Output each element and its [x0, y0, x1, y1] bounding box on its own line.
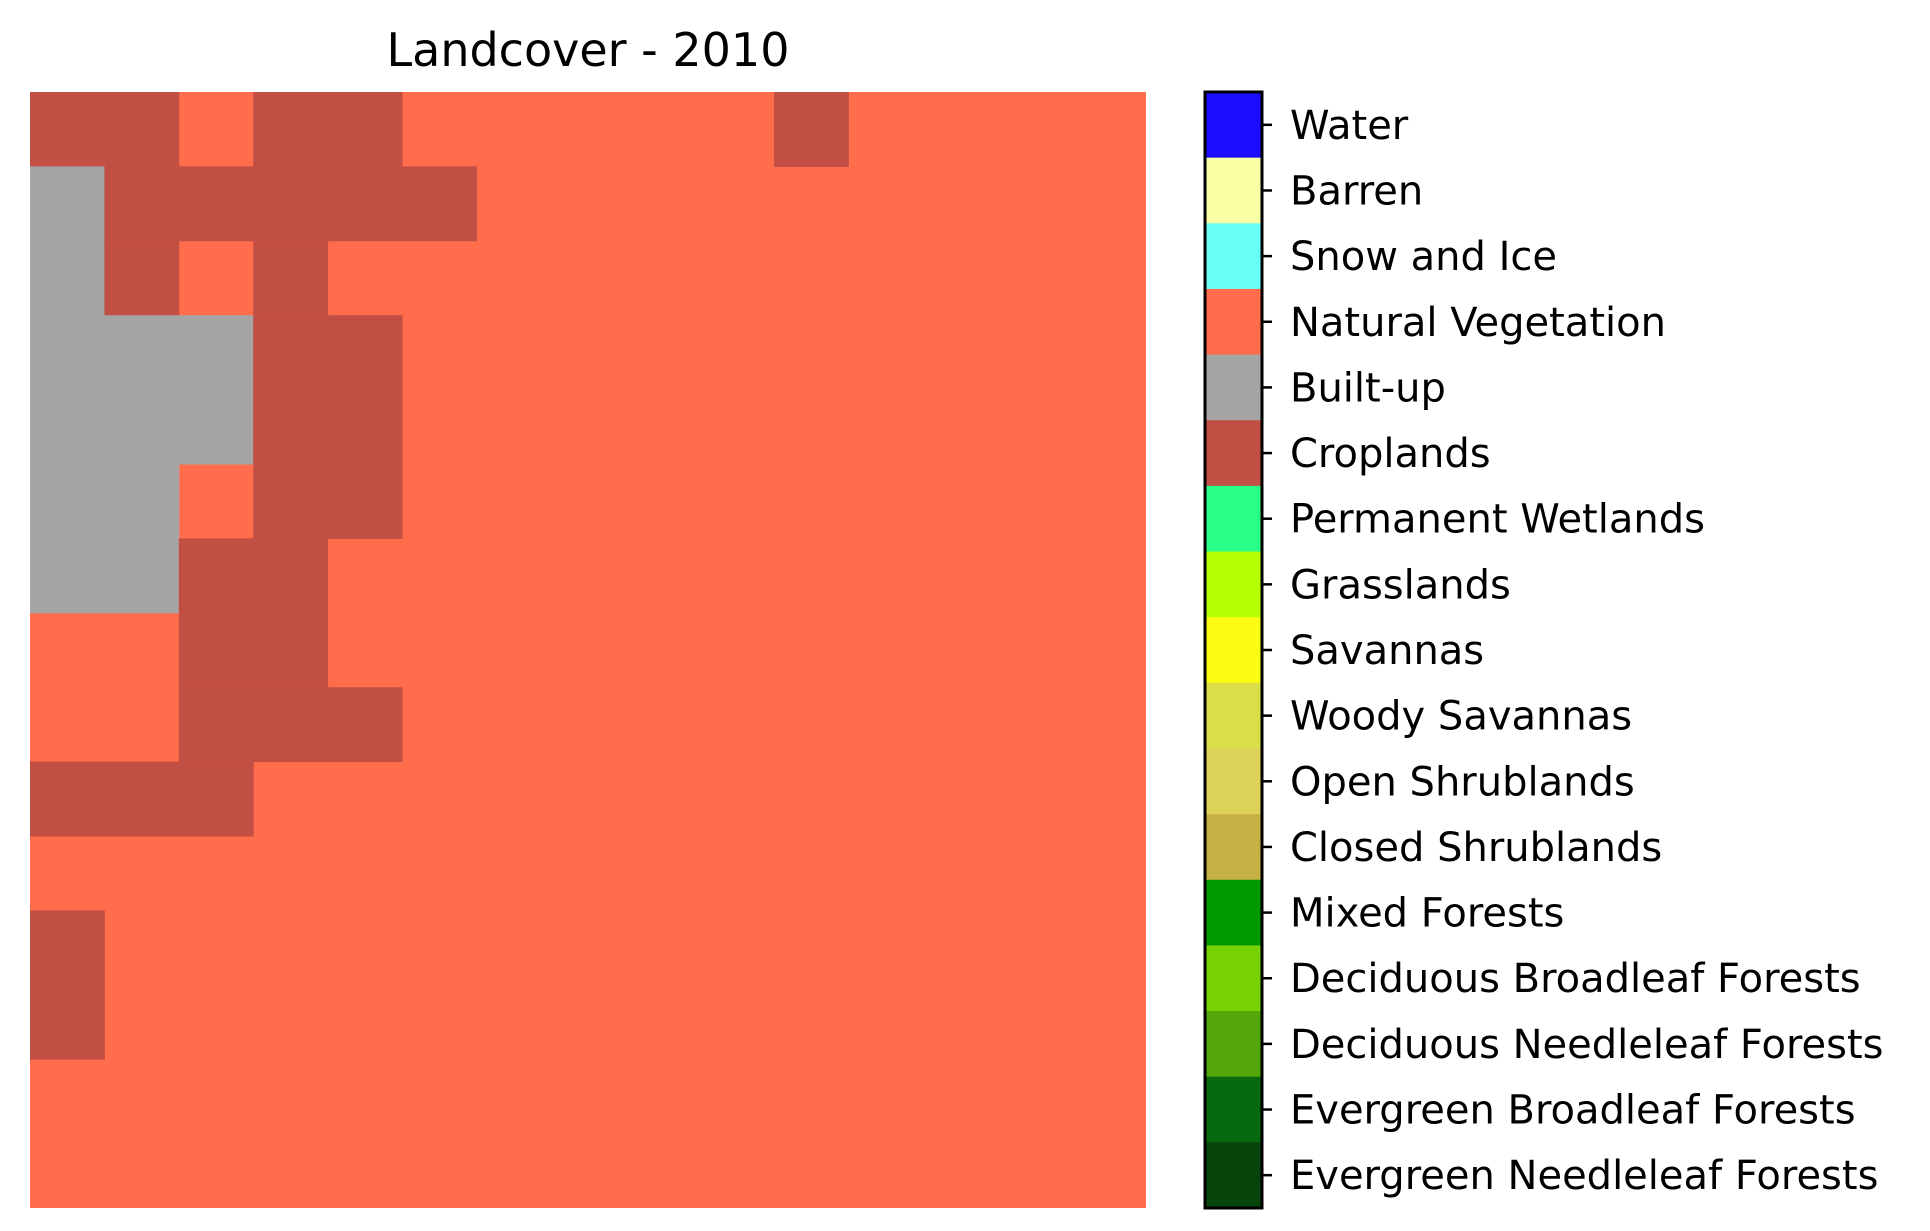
map-cell-built-up-3 — [30, 166, 105, 316]
colorbar-swatch-croplands — [1205, 420, 1262, 487]
colorbar-label-deciduous-needleleaf-forests: Deciduous Needleleaf Forests — [1290, 1022, 1884, 1068]
colorbar-ticks — [1262, 123, 1272, 1177]
map-cell-croplands-14 — [30, 910, 105, 1060]
colorbar-swatch-mixed-forests — [1205, 879, 1262, 946]
colorbar-label-woody-savannas: Woody Savannas — [1290, 694, 1632, 740]
map-cell-croplands-8 — [253, 315, 403, 465]
colorbar-label-water: Water — [1290, 103, 1409, 149]
colorbar-swatch-closed-shrublands — [1205, 814, 1262, 881]
map-cell-croplands-4 — [104, 166, 477, 242]
colorbar-label-snow-and-ice: Snow and Ice — [1290, 234, 1557, 280]
colorbar-label-evergreen-needleleaf-forests: Evergreen Needleleaf Forests — [1290, 1153, 1878, 1199]
colorbar-label-savannas: Savannas — [1290, 628, 1484, 674]
map-cell-built-up-9 — [30, 464, 180, 614]
colorbar-swatch-open-shrublands — [1205, 748, 1262, 815]
colorbar-swatch-natural-vegetation — [1205, 288, 1262, 356]
colorbar-swatch-snow-and-ice — [1205, 223, 1262, 290]
map-cell-croplands-6 — [253, 240, 329, 316]
colorbar-swatch-evergreen-broadleaf-forests — [1205, 1076, 1262, 1143]
map-cell-croplands-1 — [253, 92, 403, 167]
map-cell-croplands-0 — [30, 92, 180, 167]
colorbar-swatch-savannas — [1205, 617, 1262, 684]
colorbar-label-deciduous-broadleaf-forests: Deciduous Broadleaf Forests — [1290, 956, 1861, 1002]
colorbar-swatch-permanent-wetlands — [1205, 485, 1262, 553]
colorbar-label-open-shrublands: Open Shrublands — [1290, 759, 1635, 805]
colorbar-label-croplands: Croplands — [1290, 431, 1491, 477]
colorbar-swatch-deciduous-needleleaf-forests — [1205, 1011, 1262, 1078]
map-cell-croplands-11 — [178, 538, 329, 688]
colorbar-label-barren: Barren — [1290, 168, 1423, 214]
colorbar-swatch-evergreen-needleleaf-forests — [1205, 1142, 1262, 1209]
colorbar: Water Barren Snow and Ice Natural Vegetatio… — [1203, 90, 1884, 1210]
map-cell-croplands-12 — [178, 687, 403, 763]
map-title: Landcover - 2010 — [387, 23, 790, 77]
landcover-map — [30, 92, 1146, 1208]
map-cell-croplands-13 — [30, 761, 254, 837]
colorbar-swatch-grasslands — [1205, 551, 1262, 618]
colorbar-swatch-deciduous-broadleaf-forests — [1205, 945, 1262, 1012]
map-cell-croplands-10 — [253, 464, 403, 539]
colorbar-swatch-built-up — [1205, 354, 1262, 421]
colorbar-labels: Water Barren Snow and Ice Natural Vegetatio… — [1290, 103, 1884, 1199]
map-cell-croplands-5 — [104, 240, 180, 316]
map-cells — [30, 92, 849, 1060]
colorbar-swatch-barren — [1205, 157, 1262, 224]
colorbar-label-natural-vegetation: Natural Vegetation — [1290, 300, 1666, 346]
colorbar-label-permanent-wetlands: Permanent Wetlands — [1290, 497, 1705, 543]
colorbar-label-closed-shrublands: Closed Shrublands — [1290, 825, 1662, 871]
map-cell-croplands-2 — [774, 92, 849, 167]
colorbar-label-mixed-forests: Mixed Forests — [1290, 891, 1564, 937]
colorbar-label-evergreen-broadleaf-forests: Evergreen Broadleaf Forests — [1290, 1088, 1856, 1134]
colorbar-label-grasslands: Grasslands — [1290, 562, 1511, 608]
colorbar-swatch-water — [1205, 92, 1262, 159]
colorbar-label-built-up: Built-up — [1290, 365, 1446, 411]
colorbar-swatches — [1205, 92, 1262, 1209]
colorbar-swatch-woody-savannas — [1205, 682, 1262, 749]
map-cell-built-up-7 — [30, 315, 254, 465]
